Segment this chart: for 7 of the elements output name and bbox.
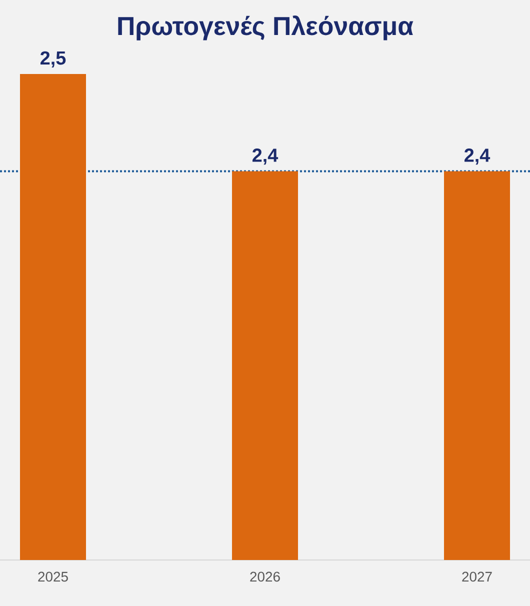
data-label: 2,4: [252, 148, 278, 165]
x-tick-label: 2027: [462, 572, 492, 582]
x-tick-label: 2026: [250, 572, 280, 582]
data-label: 2,5: [40, 51, 66, 68]
data-label: 2,4: [464, 148, 490, 165]
x-tick-label: 2025: [38, 572, 68, 582]
chart-title: Πρωτογενές Πλεόνασμα: [118, 16, 414, 40]
